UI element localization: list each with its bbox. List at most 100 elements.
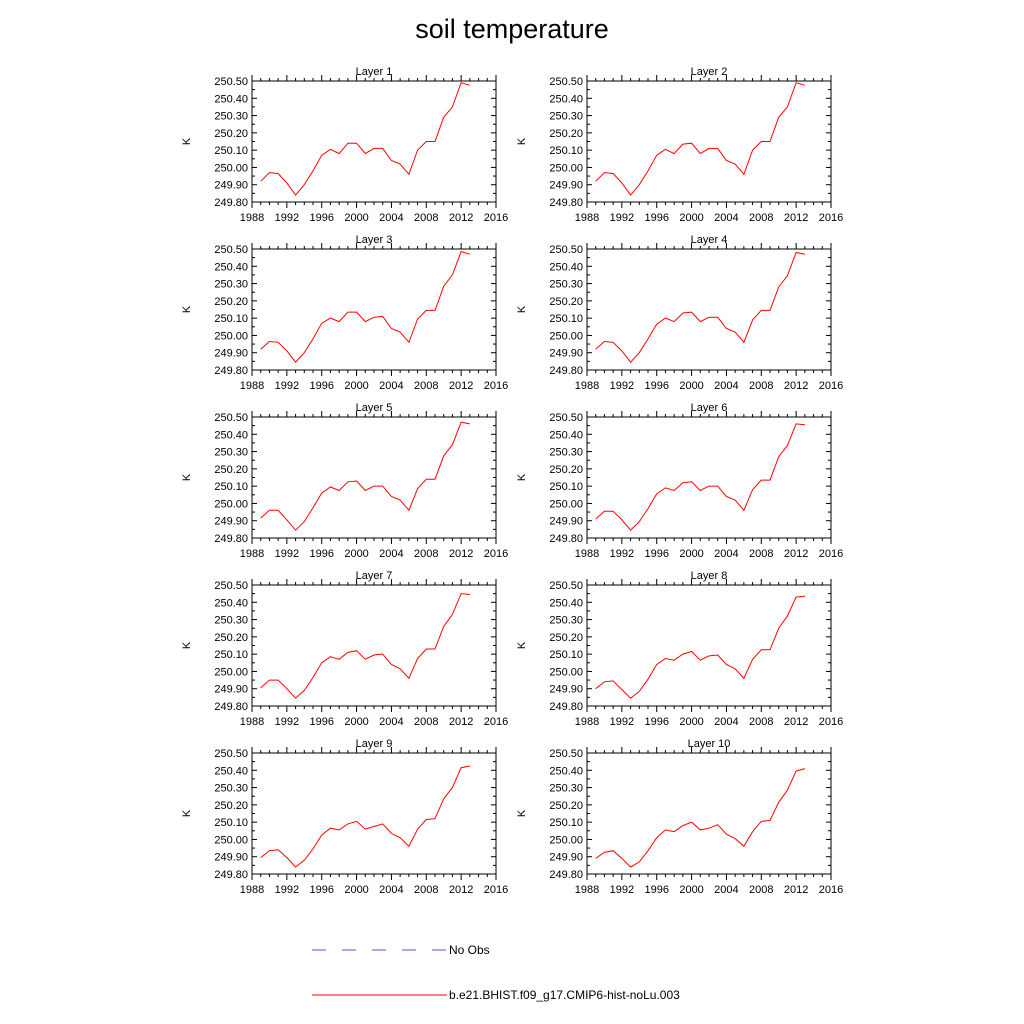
y-tick-label: 249.90 [214, 852, 248, 864]
plot-frame [586, 584, 832, 707]
x-tick-label: 1992 [610, 548, 634, 560]
x-tick-label: 2012 [784, 380, 808, 392]
x-tick-label: 1996 [309, 716, 333, 728]
y-axis-label: K [516, 809, 528, 817]
x-tick-label: 2000 [344, 548, 368, 560]
y-tick-label: 250.30 [549, 615, 583, 627]
x-tick-label: 2012 [449, 716, 473, 728]
panel-title: Layer 3 [356, 234, 393, 246]
y-tick-label: 250.00 [549, 498, 583, 510]
x-tick-label: 2012 [784, 548, 808, 560]
y-tick-label: 250.10 [214, 313, 248, 325]
y-tick-label: 250.30 [214, 279, 248, 291]
x-tick-label: 2008 [749, 212, 773, 224]
x-tick-label: 2004 [379, 884, 403, 896]
y-tick-label: 250.50 [214, 412, 248, 424]
x-tick-label: 2012 [784, 884, 808, 896]
x-tick-label: 2016 [819, 716, 843, 728]
y-tick-label: 249.80 [549, 701, 583, 713]
panel-layer-10: Layer 10 K 249.80 249.90 250.00 250.10 250.20 2… [516, 738, 843, 896]
y-tick-label: 250.40 [549, 765, 583, 777]
y-tick-label: 250.10 [214, 649, 248, 661]
series-line [595, 768, 806, 868]
x-tick-label: 2004 [714, 380, 738, 392]
x-tick-label: 2016 [819, 884, 843, 896]
series-line [595, 82, 806, 196]
panel-layer-3: Layer 3 K 249.80 249.90 250.00 250.10 250.20 25… [181, 234, 508, 392]
x-tick-label: 1988 [575, 548, 599, 560]
x-tick-label: 2008 [749, 548, 773, 560]
x-tick-label: 2000 [344, 380, 368, 392]
y-axis-label: K [181, 137, 193, 145]
y-tick-label: 250.40 [549, 93, 583, 105]
x-tick-label: 2000 [679, 716, 703, 728]
plot-frame [251, 248, 497, 371]
x-tick-label: 2012 [449, 884, 473, 896]
plot-frame [251, 416, 497, 539]
series-line [595, 595, 805, 699]
y-tick-label: 250.20 [549, 296, 583, 308]
y-tick-label: 250.10 [549, 145, 583, 157]
panel-layer-7: Layer 7 K 249.80 249.90 250.00 250.10 250.20 25… [181, 570, 508, 728]
legend-label: b.e21.BHIST.f09_g17.CMIP6-hist-noLu.003 [449, 988, 680, 1002]
y-tick-label: 249.80 [549, 533, 583, 545]
legend-item-1: No Obs [312, 943, 490, 957]
y-tick-label: 250.10 [214, 817, 248, 829]
x-tick-label: 2012 [449, 380, 473, 392]
y-tick-label: 250.00 [214, 834, 248, 846]
y-tick-label: 250.40 [214, 597, 248, 609]
plot-frame [586, 416, 832, 539]
y-axis-label: K [516, 641, 528, 649]
panel-layer-9: Layer 9 K 249.80 249.90 250.00 250.10 250.20 25… [181, 738, 508, 896]
y-tick-label: 250.00 [214, 162, 248, 174]
plot-frame [586, 248, 832, 371]
y-tick-label: 250.40 [214, 93, 248, 105]
x-tick-label: 2008 [749, 716, 773, 728]
x-tick-label: 2016 [819, 380, 843, 392]
y-tick-label: 250.50 [549, 580, 583, 592]
x-tick-label: 2004 [379, 212, 403, 224]
y-tick-label: 250.30 [549, 783, 583, 795]
y-tick-label: 250.40 [549, 429, 583, 441]
y-tick-label: 250.10 [214, 145, 248, 157]
x-tick-label: 1996 [309, 380, 333, 392]
y-tick-label: 250.30 [549, 279, 583, 291]
panel-title: Layer 5 [356, 402, 393, 414]
y-tick-label: 250.20 [214, 128, 248, 140]
x-tick-label: 1996 [644, 212, 668, 224]
x-tick-label: 2008 [414, 716, 438, 728]
y-tick-label: 249.90 [549, 348, 583, 360]
y-tick-label: 250.20 [549, 128, 583, 140]
y-tick-label: 249.80 [214, 365, 248, 377]
x-tick-label: 1988 [240, 548, 264, 560]
y-tick-label: 250.20 [549, 800, 583, 812]
y-tick-label: 250.20 [214, 632, 248, 644]
y-tick-label: 249.80 [549, 197, 583, 209]
y-tick-label: 249.80 [214, 197, 248, 209]
y-tick-label: 250.50 [214, 580, 248, 592]
y-tick-label: 250.30 [214, 783, 248, 795]
y-axis-label: K [181, 305, 193, 313]
y-tick-label: 250.50 [549, 412, 583, 424]
series-line [260, 593, 470, 699]
series-line [260, 250, 471, 363]
y-tick-label: 249.90 [214, 180, 248, 192]
x-tick-label: 1992 [275, 380, 299, 392]
x-tick-label: 1996 [644, 716, 668, 728]
x-tick-label: 2000 [679, 212, 703, 224]
x-tick-label: 1988 [575, 380, 599, 392]
y-tick-label: 250.10 [549, 817, 583, 829]
x-tick-label: 1996 [644, 548, 668, 560]
x-tick-label: 1996 [644, 884, 668, 896]
panel-title: Layer 7 [356, 570, 393, 582]
x-tick-label: 2004 [714, 212, 738, 224]
x-tick-label: 1988 [575, 716, 599, 728]
x-tick-label: 2008 [414, 212, 438, 224]
plot-frame [251, 80, 497, 203]
y-tick-label: 249.90 [549, 684, 583, 696]
x-tick-label: 2016 [484, 212, 508, 224]
y-tick-label: 250.50 [214, 76, 248, 88]
y-tick-label: 249.90 [214, 684, 248, 696]
y-tick-label: 250.10 [549, 313, 583, 325]
x-tick-label: 1988 [240, 884, 264, 896]
